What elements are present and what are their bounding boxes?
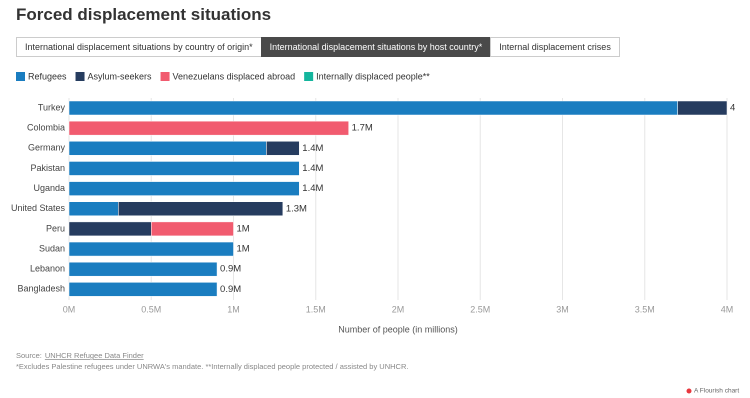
x-tick-label: 1.5M bbox=[306, 304, 326, 314]
bar-segment bbox=[68, 100, 678, 116]
x-tick-label: 0.5M bbox=[141, 304, 161, 314]
x-tick-label: 3M bbox=[556, 304, 569, 314]
bar-segment bbox=[266, 141, 300, 156]
bar-segment bbox=[68, 181, 300, 196]
total-label: 4 bbox=[730, 103, 735, 114]
y-tick-label: Pakistan bbox=[30, 163, 65, 173]
bar-segment bbox=[68, 161, 300, 176]
credit: A Flourish chart bbox=[694, 388, 739, 395]
legend-swatch bbox=[16, 72, 25, 81]
y-tick-label: Peru bbox=[46, 223, 65, 233]
y-tick-label: Germany bbox=[28, 143, 66, 153]
legend-label: Refugees bbox=[28, 71, 67, 81]
tab-bar: International displacement situations by… bbox=[16, 37, 620, 57]
bar-segment bbox=[68, 241, 234, 257]
total-label: 1M bbox=[237, 223, 250, 234]
tab[interactable]: Internal displacement crises bbox=[490, 37, 620, 57]
tab[interactable]: International displacement situations by… bbox=[260, 37, 492, 57]
x-tick-label: 4M bbox=[721, 304, 734, 314]
source-label: Source: bbox=[16, 351, 42, 360]
legend-swatch bbox=[160, 72, 170, 81]
total-label: 1.4M bbox=[302, 143, 323, 154]
bar-segment bbox=[68, 261, 218, 277]
x-tick-label: 3.5M bbox=[635, 304, 655, 314]
legend-label: Asylum-seekers bbox=[88, 71, 153, 81]
total-label: 1M bbox=[237, 244, 250, 255]
legend-label: Venezuelans displaced abroad bbox=[173, 71, 296, 81]
bar-segment bbox=[68, 120, 349, 136]
bar-segment bbox=[68, 141, 267, 156]
total-label: 0.9M bbox=[220, 264, 241, 275]
x-tick-label: 1M bbox=[227, 304, 240, 314]
total-label: 1.7M bbox=[352, 123, 373, 134]
bar-segment bbox=[68, 201, 119, 216]
legend-swatch bbox=[304, 72, 314, 81]
bar-segment bbox=[118, 201, 284, 216]
y-tick-label: United States bbox=[11, 203, 66, 213]
bar-segment bbox=[68, 282, 218, 297]
y-tick-label: Lebanon bbox=[30, 264, 65, 274]
bar-segment bbox=[68, 221, 152, 237]
x-tick-label: 0M bbox=[63, 304, 76, 314]
x-tick-label: 2M bbox=[392, 304, 405, 314]
footnote: *Excludes Palestine refugees under UNRWA… bbox=[16, 362, 408, 371]
x-axis-title: Number of people (in millions) bbox=[338, 324, 458, 334]
title: Forced displacement situations bbox=[16, 5, 272, 24]
total-label: 0.9M bbox=[220, 284, 241, 295]
x-tick-label: 2.5M bbox=[470, 304, 490, 314]
legend-swatch bbox=[75, 72, 85, 81]
legend-label: Internally displaced people** bbox=[316, 71, 430, 81]
y-tick-label: Colombia bbox=[27, 123, 65, 133]
credit-icon bbox=[686, 388, 692, 394]
source-link: UNHCR Refugee Data Finder bbox=[45, 351, 144, 360]
tab[interactable]: International displacement situations by… bbox=[16, 37, 262, 57]
total-label: 1.3M bbox=[286, 203, 307, 214]
total-label: 1.4M bbox=[302, 163, 323, 174]
y-tick-label: Bangladesh bbox=[17, 284, 65, 294]
bar-segment bbox=[151, 221, 234, 237]
bar-segment bbox=[677, 100, 728, 116]
y-tick-label: Turkey bbox=[38, 102, 66, 112]
y-tick-label: Sudan bbox=[39, 243, 65, 253]
total-label: 1.4M bbox=[302, 183, 323, 194]
y-tick-label: Uganda bbox=[33, 183, 65, 193]
